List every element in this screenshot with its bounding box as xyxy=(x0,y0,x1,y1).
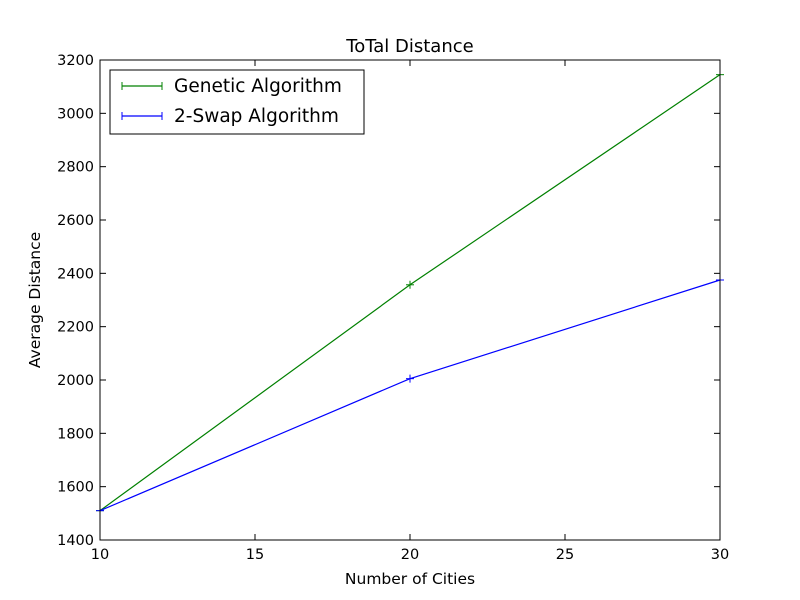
plot-frame xyxy=(99,59,721,541)
y-axis-label: Average Distance xyxy=(26,232,44,368)
legend-box xyxy=(109,69,365,135)
y-tick-label: 2200 xyxy=(57,320,94,336)
legend-marker-2swap xyxy=(121,112,163,120)
x-tick-label: 10 xyxy=(91,547,109,563)
x-axis-label: Number of Cities xyxy=(345,570,475,588)
chart-title: ToTal Distance xyxy=(345,36,473,57)
y-tick-label: 3000 xyxy=(57,106,94,122)
ticks-layer: 10 15 20 25 30 1400 1600 1800 2000 2200 2400 2600 28… xyxy=(57,53,729,563)
x-tick-label: 20 xyxy=(401,547,419,563)
legend-label-2swap: 2-Swap Algorithm xyxy=(174,106,339,127)
y-tick-label: 1400 xyxy=(57,533,94,549)
data-point xyxy=(406,374,414,383)
x-tick-label: 25 xyxy=(556,547,574,563)
plot-area xyxy=(100,60,720,540)
y-tick-label: 2800 xyxy=(57,160,94,176)
y-tick-label: 2600 xyxy=(57,213,94,229)
y-tick-label: 2400 xyxy=(57,266,94,282)
y-tick-label: 2000 xyxy=(57,373,94,389)
legend-label-genetic: Genetic Algorithm xyxy=(174,76,342,97)
x-tick-label: 30 xyxy=(711,547,729,563)
y-tick-label: 1600 xyxy=(57,480,94,496)
data-point xyxy=(406,280,414,289)
y-tick-label: 3200 xyxy=(57,53,94,69)
legend-marker-genetic xyxy=(121,82,163,90)
legend: Genetic Algorithm 2-Swap Algorithm xyxy=(109,69,365,135)
y-tick-label: 1800 xyxy=(57,426,94,442)
x-tick-label: 15 xyxy=(246,547,264,563)
